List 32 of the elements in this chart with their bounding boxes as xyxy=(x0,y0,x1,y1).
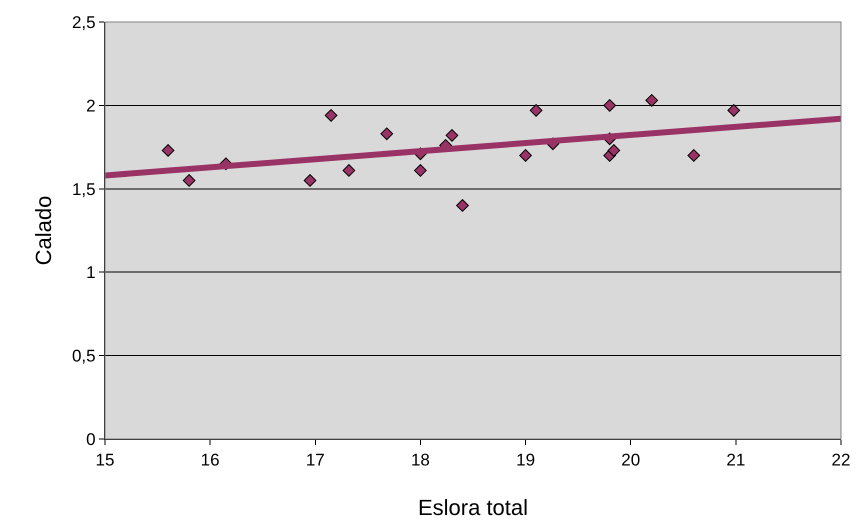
y-tick-label: 1,5 xyxy=(72,180,96,199)
point xyxy=(380,127,394,140)
y-tick-label: 2,5 xyxy=(72,12,96,32)
x-tick-label: 16 xyxy=(200,450,220,470)
x-tick-label: 22 xyxy=(832,450,850,470)
y-axis-title: Calado xyxy=(31,196,56,266)
point xyxy=(608,144,620,157)
y-tick-label: 2 xyxy=(86,96,96,116)
point xyxy=(162,144,174,157)
x-tick-label: 19 xyxy=(516,450,536,470)
point xyxy=(645,94,658,107)
x-axis-title: Eslora total xyxy=(418,495,528,520)
y-tick-label: 1 xyxy=(86,263,96,282)
point xyxy=(530,104,542,117)
x-tick-label: 21 xyxy=(726,450,746,470)
y-tick-label: 0 xyxy=(86,430,96,449)
point xyxy=(324,109,338,122)
point xyxy=(304,174,316,187)
x-tick-label: 17 xyxy=(306,450,325,470)
point xyxy=(414,164,427,177)
point xyxy=(727,104,740,117)
y-tick-label: 0,5 xyxy=(72,346,96,366)
x-tick-label: 15 xyxy=(96,450,114,470)
point xyxy=(603,99,616,112)
x-tick-label: 20 xyxy=(621,450,640,470)
point xyxy=(446,129,458,142)
x-tick-label: 18 xyxy=(410,450,430,470)
point xyxy=(342,164,356,177)
point xyxy=(182,174,196,187)
point xyxy=(687,149,700,162)
point xyxy=(519,149,532,162)
point xyxy=(456,199,469,212)
